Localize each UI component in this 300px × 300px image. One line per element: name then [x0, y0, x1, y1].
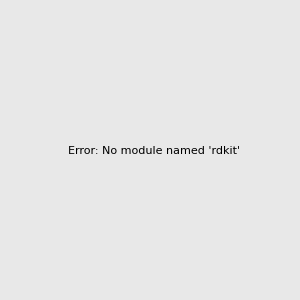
Text: Error: No module named 'rdkit': Error: No module named 'rdkit' — [68, 146, 240, 157]
